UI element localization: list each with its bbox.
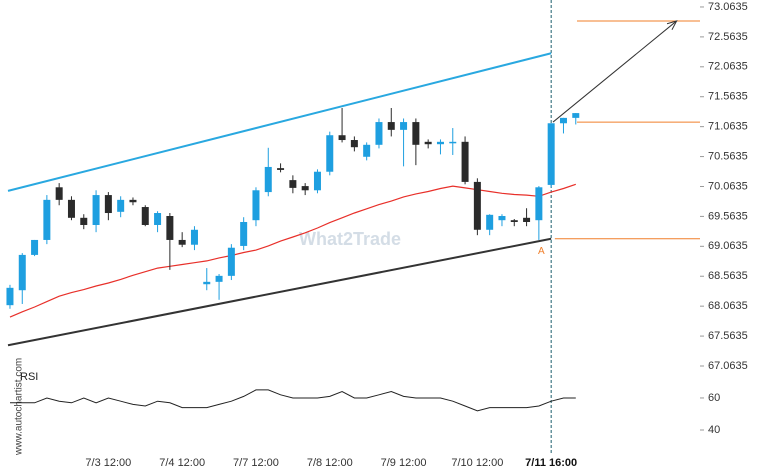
candle-body <box>547 123 555 185</box>
candle-body <box>387 122 395 130</box>
candle-body <box>572 113 580 118</box>
candle-body <box>43 199 51 240</box>
candle-body <box>92 195 100 225</box>
candle-body <box>289 180 297 188</box>
watermark: What2Trade <box>299 229 401 249</box>
x-tick-label: 7/3 12:00 <box>85 457 131 469</box>
candle-body <box>559 117 567 124</box>
candle-body <box>313 171 321 191</box>
rsi-line <box>10 389 576 412</box>
candle-body <box>375 122 383 145</box>
x-tick-label: 7/11 16:00 <box>525 457 577 469</box>
candle-body <box>141 207 149 225</box>
x-tick-label: 7/4 12:00 <box>159 457 205 469</box>
candle-body <box>117 199 125 212</box>
candle-body <box>252 190 260 221</box>
candle-body <box>498 216 506 221</box>
candle-body <box>203 281 211 285</box>
candle-body <box>363 144 371 157</box>
candle-body <box>154 213 162 225</box>
candle-body <box>461 141 469 182</box>
candle-body <box>227 247 235 276</box>
y-tick-label: 73.0635 <box>708 1 748 13</box>
y-tick-label: 72.0635 <box>708 61 748 73</box>
candle-body <box>350 140 358 148</box>
arrow-line <box>552 20 677 123</box>
y-tick-label: 68.5635 <box>708 270 748 282</box>
candle-body <box>326 135 334 172</box>
candle-body <box>80 217 88 225</box>
arrow-head <box>666 20 678 31</box>
candle-body <box>264 166 272 193</box>
y-tick-label: 71.5635 <box>708 91 748 103</box>
x-tick-label: 7/7 12:00 <box>233 457 279 469</box>
candle-body <box>301 186 309 191</box>
annotation: A <box>538 246 545 257</box>
moving-average <box>9 183 576 318</box>
x-tick-label: 7/10 12:00 <box>451 457 503 469</box>
candle-body <box>55 187 63 200</box>
candle-body <box>449 141 457 144</box>
candle-body <box>412 122 420 145</box>
candle-body <box>18 254 26 291</box>
y-tick-label: 67.0635 <box>708 360 748 372</box>
y-tick-label: 69.0635 <box>708 240 748 252</box>
rsi-tick-label: 40 <box>708 424 720 436</box>
candle-body <box>424 141 432 145</box>
trendline <box>7 237 552 347</box>
candle-body <box>535 187 543 221</box>
candle-body <box>6 287 14 306</box>
candle-body <box>486 214 494 230</box>
candle-body <box>400 122 408 130</box>
y-tick-label: 67.5635 <box>708 330 748 342</box>
source-url: www.autochartist.com <box>14 358 25 456</box>
candle-body <box>523 217 531 222</box>
y-tick-label: 70.5635 <box>708 150 748 162</box>
candle-body <box>473 181 481 230</box>
candle-body <box>104 195 112 214</box>
candle-body <box>67 199 75 218</box>
candle-body <box>215 275 223 282</box>
x-tick-label: 7/9 12:00 <box>381 457 427 469</box>
y-tick-label: 72.5635 <box>708 31 748 43</box>
candle-body <box>166 216 174 240</box>
y-tick-label: 69.5635 <box>708 210 748 222</box>
candle-body <box>277 168 285 170</box>
candle-body <box>510 220 518 222</box>
candle-body <box>129 199 137 203</box>
candle-body <box>338 135 346 141</box>
rsi-tick-label: 60 <box>708 392 720 404</box>
rsi-title: RSI <box>20 371 38 383</box>
y-tick-label: 71.0635 <box>708 121 748 133</box>
y-tick-label: 70.0635 <box>708 180 748 192</box>
y-tick-label: 68.0635 <box>708 300 748 312</box>
candle-body <box>436 141 444 145</box>
candle-body <box>31 239 39 255</box>
x-tick-label: 7/8 12:00 <box>307 457 353 469</box>
candle-body <box>240 221 248 246</box>
trendline <box>7 52 552 192</box>
candle-body <box>178 239 186 245</box>
candle-body <box>190 229 198 245</box>
